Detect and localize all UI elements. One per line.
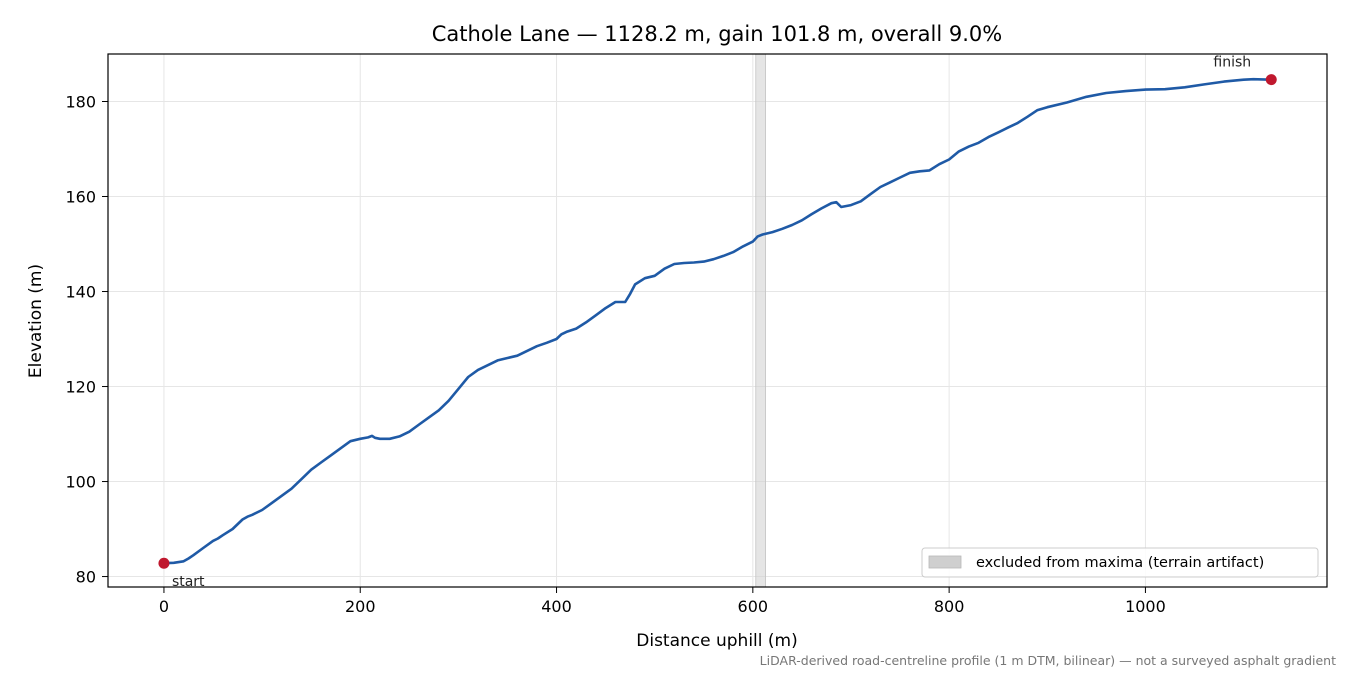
chart-title: Cathole Lane — 1128.2 m, gain 101.8 m, o…	[432, 22, 1002, 46]
grid-lines	[108, 54, 1327, 587]
excluded-band	[755, 53, 766, 588]
y-axis-label: Elevation (m)	[26, 264, 46, 378]
endpoint-markers: start finish	[158, 55, 1277, 590]
x-tick-label: 200	[345, 597, 376, 616]
y-tick-label: 120	[65, 378, 96, 397]
marker-label-start: start	[172, 574, 205, 590]
excluded-band-layer	[755, 53, 766, 588]
legend-box	[921, 547, 1319, 578]
marker-finish	[1265, 74, 1277, 86]
plot-frame	[107, 53, 1328, 588]
x-tick-label: 600	[738, 597, 769, 616]
elevation-line	[163, 77, 1272, 565]
y-axis-ticks: 80 100 120 140 160 180	[65, 93, 108, 587]
legend-swatch	[928, 555, 962, 569]
x-tick-label: 1000	[1125, 597, 1166, 616]
y-tick-label: 160	[65, 188, 96, 207]
y-tick-label: 180	[65, 93, 96, 112]
y-tick-label: 80	[76, 568, 96, 587]
legend-label: excluded from maxima (terrain artifact)	[976, 555, 1264, 571]
y-tick-label: 100	[65, 473, 96, 492]
legend: excluded from maxima (terrain artifact)	[921, 547, 1319, 578]
footnote: LiDAR-derived road-centreline profile (1…	[760, 653, 1336, 668]
x-axis-label: Distance uphill (m)	[636, 631, 797, 651]
x-tick-label: 0	[159, 597, 169, 616]
marker-start	[158, 557, 170, 569]
x-tick-label: 800	[934, 597, 965, 616]
x-tick-label: 400	[541, 597, 572, 616]
x-axis-ticks: 0 200 400 600 800 1000	[159, 587, 1166, 616]
marker-label-finish: finish	[1213, 55, 1251, 71]
y-tick-label: 140	[65, 283, 96, 302]
